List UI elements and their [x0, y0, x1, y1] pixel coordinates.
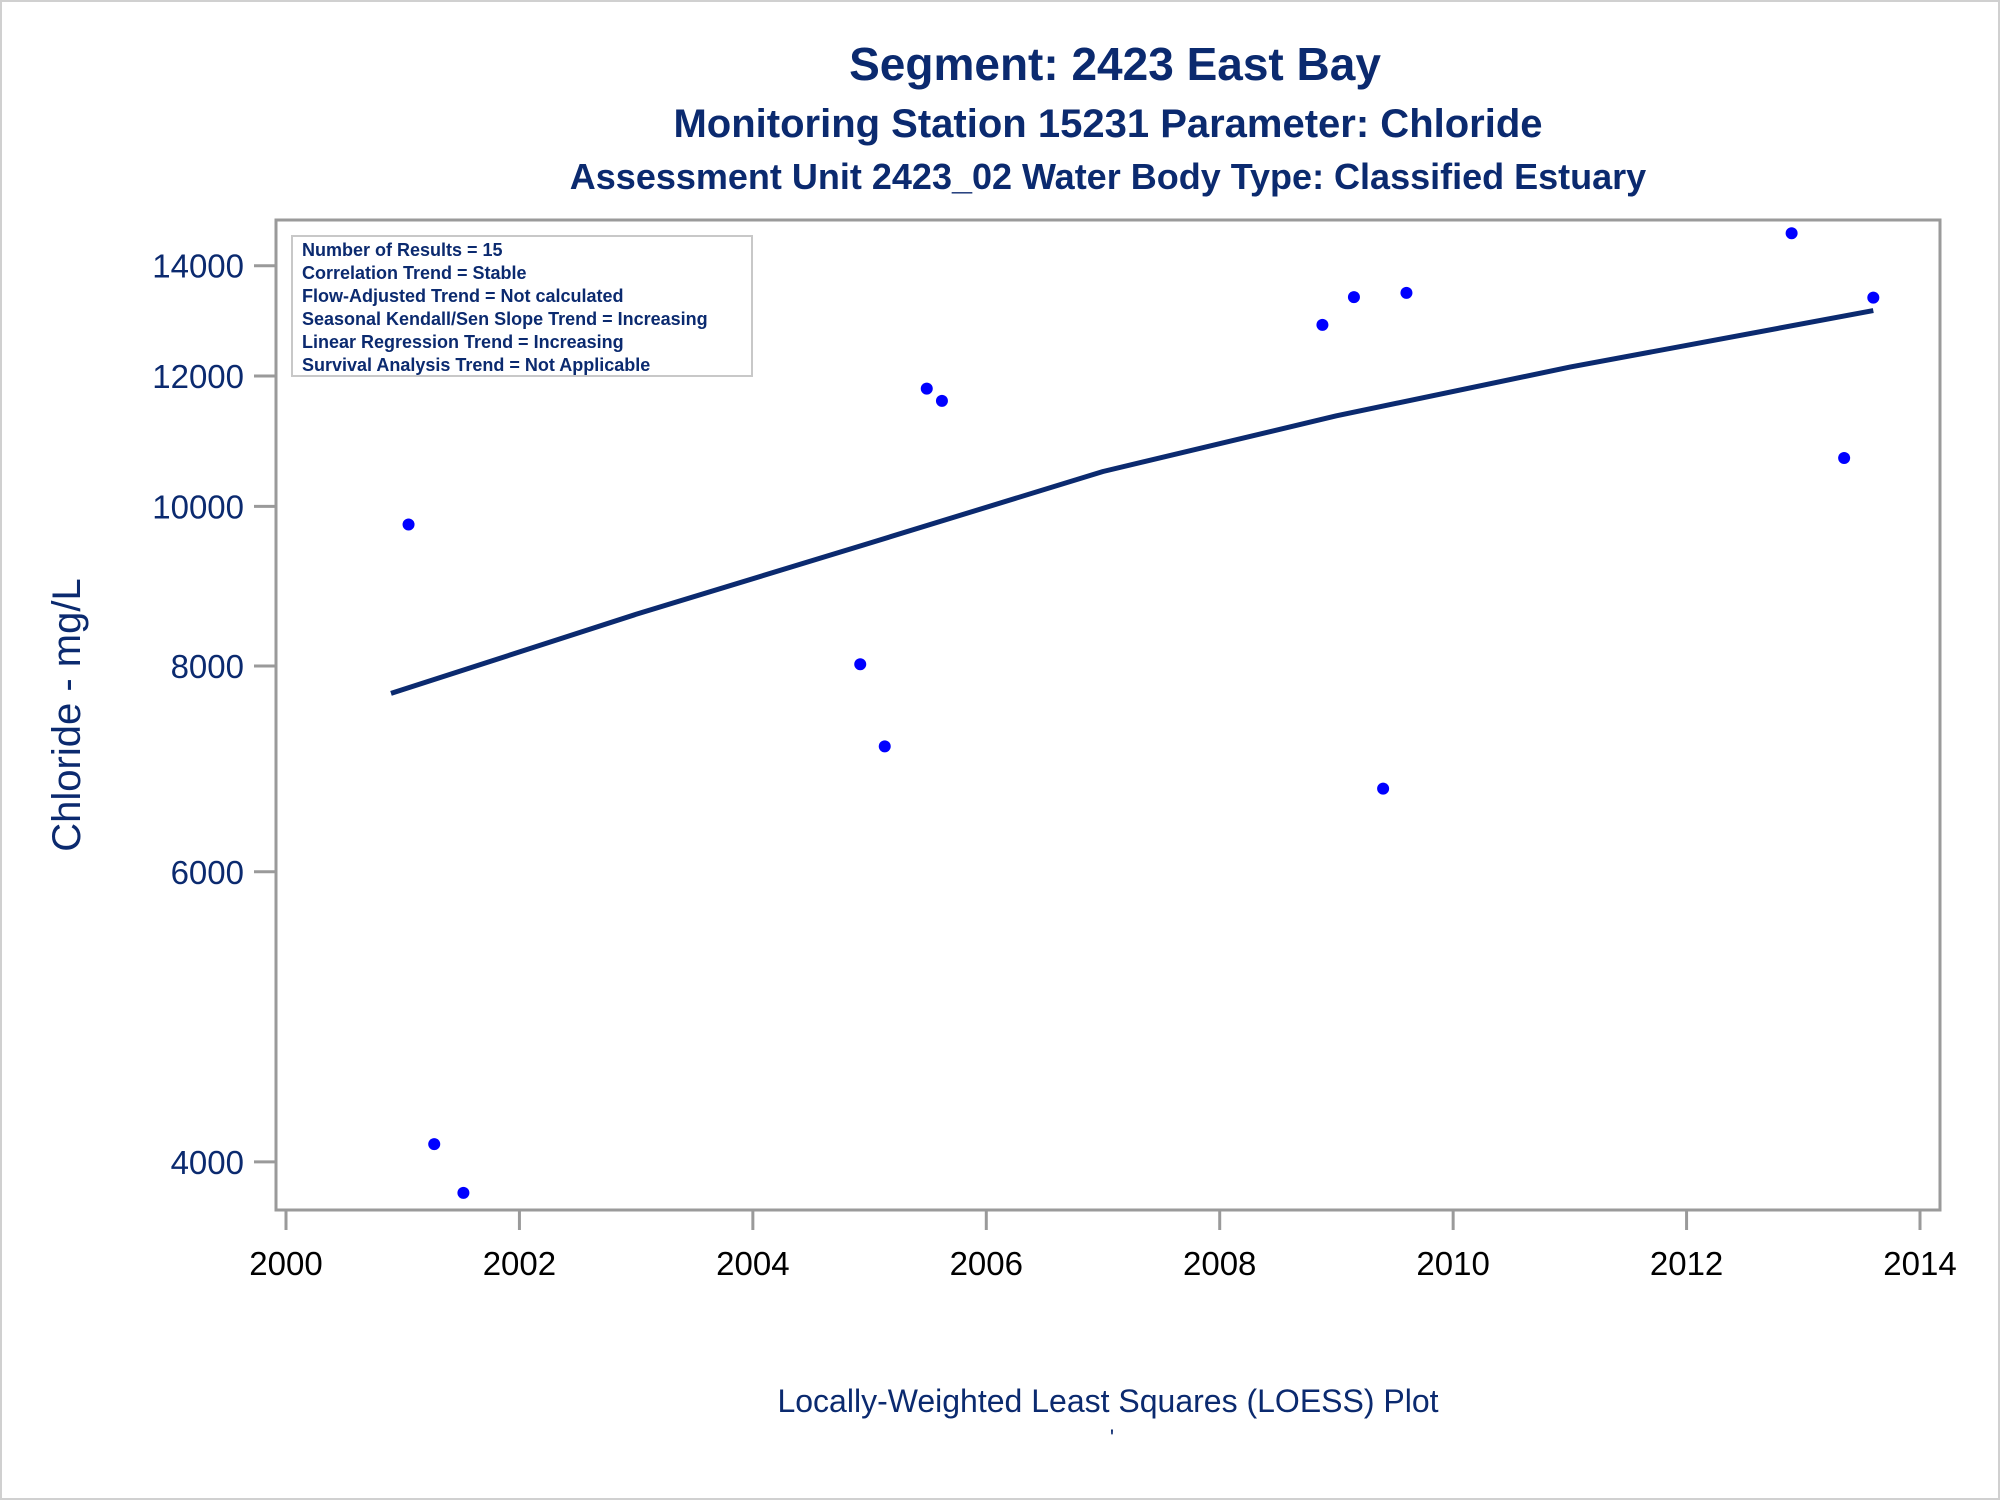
points-layer	[385, 227, 1880, 1199]
chart-subtitle-2: Assessment Unit 2423_02 Water Body Type:…	[570, 156, 1646, 197]
data-point	[1867, 291, 1880, 304]
x-tick-label: 2012	[1650, 1245, 1723, 1282]
chart-subtitle: Monitoring Station 15231 Parameter: Chlo…	[673, 102, 1542, 146]
x-tick-label: 2008	[1183, 1245, 1256, 1282]
y-axis-label: Chloride - mg/L	[45, 578, 89, 851]
data-point	[1347, 291, 1360, 304]
data-point	[935, 394, 948, 407]
data-point	[428, 1138, 441, 1151]
x-tick-label: 2006	[950, 1245, 1023, 1282]
x-tick-label: 2002	[483, 1245, 556, 1282]
data-point	[457, 1186, 470, 1199]
y-tick-label: 8000	[171, 648, 244, 685]
x-tick-label: 2000	[249, 1245, 322, 1282]
stats-line-5: Linear Regression Trend = Increasing	[302, 332, 624, 352]
data-point	[920, 382, 933, 395]
chart-title: Segment: 2423 East Bay	[849, 38, 1381, 90]
x-axis-label: Locally-Weighted Least Squares (LOESS) P…	[777, 1383, 1438, 1419]
y-tick-label: 4000	[171, 1144, 244, 1181]
stats-line-6: Survival Analysis Trend = Not Applicable	[302, 355, 650, 375]
loess-layer	[390, 308, 1874, 696]
plot-area	[274, 218, 1942, 1212]
data-point	[854, 658, 867, 671]
footnote: '	[1110, 1425, 1114, 1450]
stats-box-frame	[291, 235, 753, 377]
stats-line-1: Number of Results = 15	[302, 240, 503, 260]
data-point	[1316, 318, 1329, 331]
data-point	[1400, 286, 1413, 299]
y-tick-label: 14000	[152, 248, 244, 285]
data-point	[402, 518, 415, 531]
y-tick-label: 12000	[152, 358, 244, 395]
stats-line-4: Seasonal Kendall/Sen Slope Trend = Incre…	[302, 309, 708, 329]
y-tick-label: 10000	[152, 488, 244, 525]
x-tick-label: 2014	[1883, 1245, 1956, 1282]
data-point	[1377, 782, 1390, 795]
y-tick-label: 6000	[171, 854, 244, 891]
x-tick-label: 2004	[716, 1245, 789, 1282]
y-axis: 4000 6000 8000 10000 12000 14000	[152, 248, 276, 1181]
stats-box: Number of Results = 15 Correlation Trend…	[291, 235, 753, 377]
loess-line	[390, 308, 1874, 696]
x-axis: 2000 2002 2004 2006 2008 2010 2012 2014	[249, 1210, 1957, 1282]
data-point	[1785, 227, 1798, 240]
data-point	[1838, 452, 1851, 465]
stats-line-2: Correlation Trend = Stable	[302, 263, 527, 283]
x-tick-label: 2010	[1416, 1245, 1489, 1282]
stats-line-3: Flow-Adjusted Trend = Not calculated	[302, 286, 624, 306]
data-point	[878, 740, 891, 753]
